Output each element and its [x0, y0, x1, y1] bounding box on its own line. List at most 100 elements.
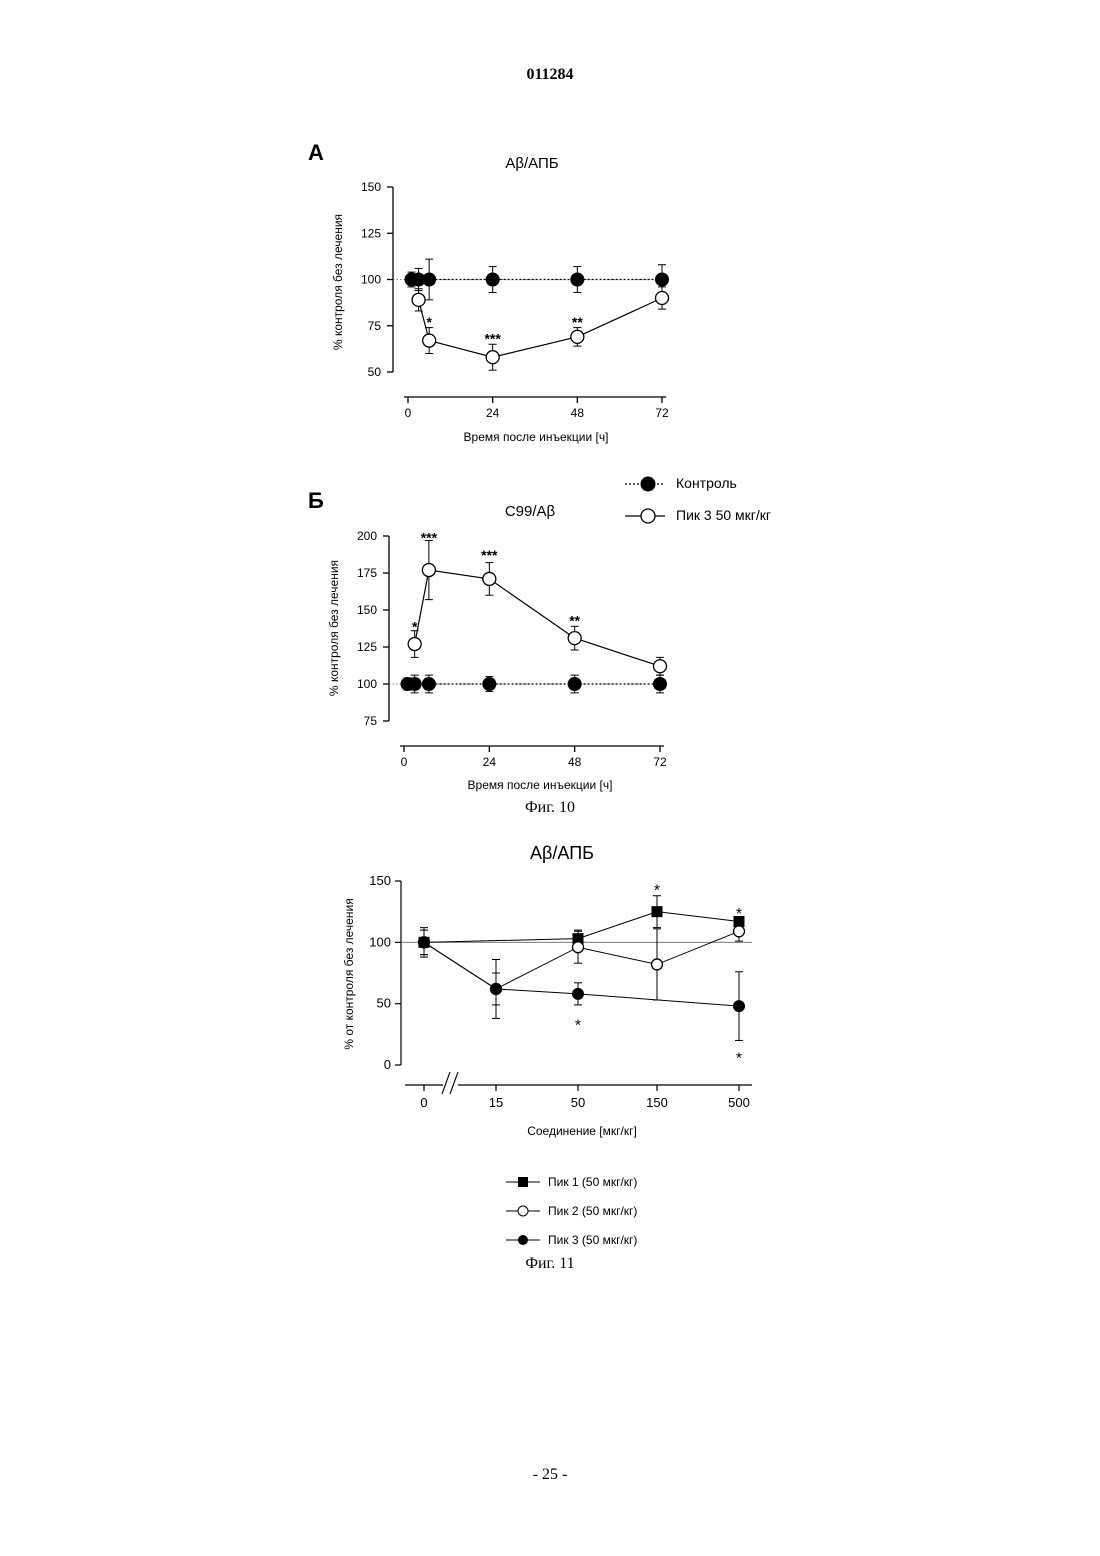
chart-b-xtick-label-2: 48 — [568, 755, 582, 769]
chart-c-xtick-label-4: 500 — [728, 1095, 750, 1110]
chart-b-xtick-label-1: 24 — [483, 755, 497, 769]
chart-a-point-1-0 — [412, 293, 425, 306]
chart-b-point-1-3 — [568, 632, 581, 645]
figure-11-caption: Фиг. 11 — [0, 1255, 1100, 1273]
legend-item-peak3: Пик 3 50 мкг/кг — [625, 507, 771, 523]
legend-item-peak1: Пик 1 (50 мкг/кг) — [506, 1175, 637, 1189]
chart-a-annotation-0: * — [426, 314, 432, 330]
figures-canvas: А Аβ/АПБ % контроля без лечения Время по… — [0, 0, 1100, 1556]
legend-marker-control — [641, 477, 655, 491]
chart-a-series-line-1 — [419, 298, 662, 357]
chart-b-ylabel: % контроля без лечения — [327, 560, 341, 696]
chart-c-ytick-label-1: 50 — [377, 996, 391, 1011]
chart-c-point-1-4 — [734, 926, 745, 937]
chart-c-xtick-label-2: 50 — [571, 1095, 585, 1110]
panel-label-a: А — [308, 140, 324, 165]
page-number: - 25 - — [0, 1466, 1100, 1484]
legend-marker-peak3-fig11 — [518, 1235, 528, 1245]
legend-label-peak1: Пик 1 (50 мкг/кг) — [548, 1175, 637, 1189]
chart-a-title: Аβ/АПБ — [505, 155, 558, 172]
legend-item-peak2: Пик 2 (50 мкг/кг) — [506, 1204, 637, 1218]
chart-a-ytick-label-1: 75 — [368, 319, 382, 333]
chart-b-point-0-3 — [483, 678, 496, 691]
chart-c-xtick-label-3: 150 — [646, 1095, 668, 1110]
chart-a-point-0-2 — [423, 273, 436, 286]
chart-b-ytick-label-1: 100 — [357, 677, 377, 691]
fig11-legend: Пик 1 (50 мкг/кг) Пик 2 (50 мкг/кг) Пик … — [506, 1175, 637, 1247]
chart-c-point-2-1 — [491, 983, 502, 994]
chart-c-title: Аβ/АПБ — [530, 843, 594, 863]
chart-panel-c: Аβ/АПБ % от контроля без лечения Соедине… — [342, 843, 752, 1247]
chart-b-point-1-4 — [654, 660, 667, 673]
chart-b-ytick-label-0: 75 — [364, 714, 378, 728]
chart-c-annotation-2: * — [575, 1018, 581, 1035]
chart-b-xtick-label-3: 72 — [653, 755, 667, 769]
chart-b-ytick-label-4: 175 — [357, 566, 377, 580]
chart-a-annotation-2: ** — [572, 314, 583, 330]
chart-panel-b: Б C99/Аβ % контроля без лечения Время по… — [308, 475, 771, 792]
chart-c-annotation-0: * — [654, 883, 660, 900]
chart-a-point-1-2 — [486, 351, 499, 364]
chart-c-point-2-2 — [573, 988, 584, 999]
chart-b-title: C99/Аβ — [505, 503, 556, 520]
chart-a-point-0-4 — [571, 273, 584, 286]
chart-a-point-0-5 — [656, 273, 669, 286]
legend-marker-peak2 — [518, 1206, 528, 1216]
fig10-legend: Контроль Пик 3 50 мкг/кг — [625, 475, 771, 523]
chart-panel-a: А Аβ/АПБ % контроля без лечения Время по… — [308, 140, 669, 444]
chart-b-annotation-0: * — [412, 618, 418, 634]
chart-c-annotation-3: * — [736, 1051, 742, 1068]
chart-b-point-0-2 — [422, 678, 435, 691]
panel-label-b: Б — [308, 488, 324, 513]
chart-a-annotation-1: *** — [484, 331, 501, 347]
chart-c-axis-break-2 — [450, 1072, 458, 1094]
chart-c-point-1-2 — [573, 942, 584, 953]
chart-b-ytick-label-3: 150 — [357, 603, 377, 617]
chart-c-axis-break-1 — [442, 1072, 450, 1094]
chart-b-annotation-3: ** — [569, 612, 580, 628]
chart-a-ylabel: % контроля без лечения — [331, 214, 345, 350]
chart-a-point-1-4 — [656, 292, 669, 305]
legend-marker-peak3 — [641, 509, 655, 523]
chart-a-xtick-label-1: 24 — [486, 406, 500, 420]
chart-a-xtick-label-2: 48 — [571, 406, 585, 420]
chart-c-point-0-3 — [652, 906, 663, 917]
chart-c-ytick-label-2: 100 — [369, 934, 391, 949]
chart-a-xlabel: Время после инъекции [ч] — [464, 430, 609, 444]
chart-a-point-0-3 — [486, 273, 499, 286]
chart-b-ytick-label-2: 125 — [357, 640, 377, 654]
chart-b-point-1-2 — [483, 572, 496, 585]
chart-c-point-2-4 — [734, 1001, 745, 1012]
figure-10-caption: Фиг. 10 — [0, 799, 1100, 817]
legend-item-control: Контроль — [625, 475, 737, 491]
legend-label-control: Контроль — [676, 475, 737, 491]
chart-a-xtick-label-0: 0 — [405, 406, 412, 420]
chart-b-annotation-1: *** — [421, 529, 438, 545]
legend-label-peak3: Пик 3 50 мкг/кг — [676, 507, 771, 523]
chart-b-point-0-1 — [408, 678, 421, 691]
chart-c-point-1-3 — [652, 959, 663, 970]
chart-c-xlabel: Соединение [мкг/кг] — [527, 1124, 637, 1138]
chart-b-xtick-label-0: 0 — [401, 755, 408, 769]
chart-b-point-1-0 — [408, 638, 421, 651]
chart-c-ylabel: % от контроля без лечения — [342, 898, 356, 1049]
chart-a-point-1-3 — [571, 330, 584, 343]
chart-c-ytick-label-3: 150 — [369, 873, 391, 888]
chart-b-point-0-4 — [568, 678, 581, 691]
chart-b-annotation-2: *** — [481, 547, 498, 563]
chart-a-xtick-label-3: 72 — [655, 406, 669, 420]
chart-c-xtick-label-0: 0 — [420, 1095, 427, 1110]
chart-b-point-0-5 — [654, 678, 667, 691]
chart-c-xtick-label-1: 15 — [489, 1095, 503, 1110]
chart-b-point-1-1 — [422, 564, 435, 577]
legend-label-peak2: Пик 2 (50 мкг/кг) — [548, 1204, 637, 1218]
chart-a-point-1-1 — [423, 334, 436, 347]
chart-c-point-2-0 — [419, 937, 430, 948]
chart-b-ytick-label-5: 200 — [357, 529, 377, 543]
chart-c-ytick-label-0: 0 — [384, 1057, 391, 1072]
chart-a-ytick-label-4: 150 — [361, 180, 381, 194]
chart-b-series-line-1 — [415, 570, 660, 666]
legend-item-peak3-fig11: Пик 3 (50 мкг/кг) — [506, 1233, 637, 1247]
chart-c-annotation-1: * — [736, 906, 742, 923]
chart-a-ytick-label-2: 100 — [361, 273, 381, 287]
